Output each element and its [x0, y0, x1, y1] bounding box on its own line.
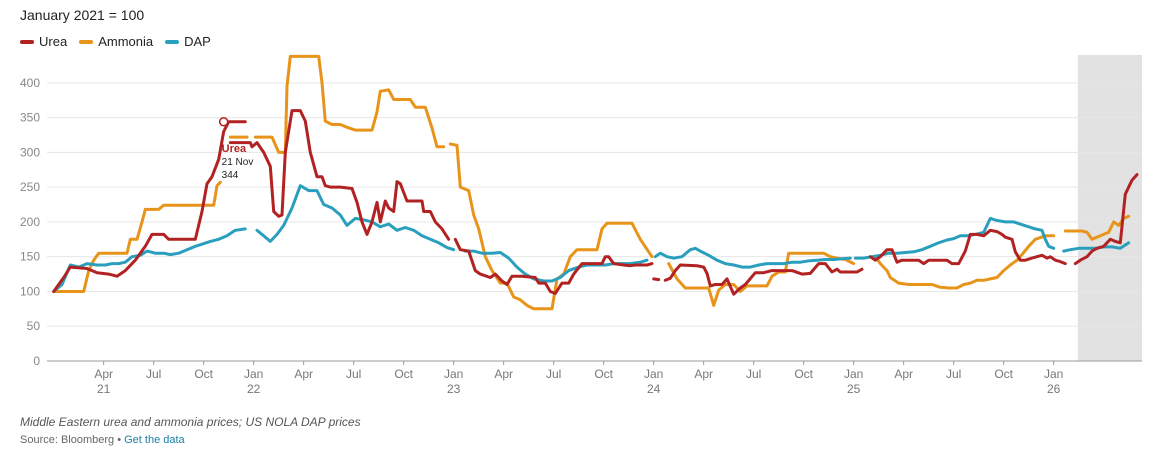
series-line-urea	[868, 228, 1067, 266]
x-tick-year-label: 26	[1047, 382, 1061, 396]
shaded-region-group	[1077, 55, 1142, 361]
x-tick-label: Apr	[294, 367, 313, 381]
annotation-series-name: Urea	[222, 143, 247, 155]
x-tick-year-label: 25	[847, 382, 861, 396]
series-line-dap	[255, 184, 456, 252]
y-tick-label: 50	[27, 319, 41, 333]
series-line-urea	[855, 267, 864, 274]
x-tick-year-label: 21	[97, 382, 111, 396]
series-line-ammonia	[52, 180, 222, 293]
x-tick-label: Apr	[694, 367, 713, 381]
x-tick-label: Jul	[346, 367, 361, 381]
x-tick-label: Jul	[146, 367, 161, 381]
y-tick-label: 150	[20, 250, 40, 264]
y-tick-label: 0	[33, 354, 40, 368]
y-tick-label: 200	[20, 215, 40, 229]
series-group	[52, 54, 1139, 311]
y-tick-label: 350	[20, 111, 40, 125]
series-line-urea	[1073, 173, 1139, 266]
x-tick-label: Jul	[546, 367, 561, 381]
x-tick-label: Jan	[244, 367, 263, 381]
footer-note: Middle Eastern urea and ammonia prices; …	[20, 415, 361, 429]
x-tick-label: Oct	[394, 367, 413, 381]
x-tick-label: Apr	[94, 367, 113, 381]
annotation-date: 21 Nov	[222, 157, 254, 168]
shaded-region	[1077, 55, 1142, 361]
series-line-urea	[663, 262, 857, 296]
x-tick-label: Jan	[444, 367, 463, 381]
x-tick-label: Jan	[844, 367, 863, 381]
legend-label-dap: DAP	[184, 34, 211, 49]
series-line-urea	[652, 277, 661, 282]
annotation-value: 344	[222, 170, 239, 181]
x-tick-label: Apr	[894, 367, 913, 381]
x-tick-label: Jan	[1044, 367, 1063, 381]
series-line-dap	[653, 246, 852, 269]
legend-swatch-ammonia	[79, 39, 94, 44]
series-line-ammonia	[873, 234, 1056, 290]
x-tick-year-label: 23	[447, 382, 461, 396]
x-tick-year-label: 22	[247, 382, 261, 396]
series-line-urea	[52, 120, 247, 293]
x-tick-label: Oct	[194, 367, 213, 381]
x-tick-label: Oct	[794, 367, 813, 381]
series-line-dap	[52, 227, 247, 293]
legend-label-ammonia: Ammonia	[98, 34, 154, 49]
x-tick-label: Oct	[594, 367, 613, 381]
x-tick-label: Apr	[494, 367, 513, 381]
y-tick-label: 100	[20, 284, 40, 298]
series-line-urea	[228, 109, 451, 241]
legend-item-ammonia: Ammonia	[79, 34, 153, 49]
get-the-data-link[interactable]: Get the data	[124, 434, 185, 446]
x-tick-label: Jul	[946, 367, 961, 381]
legend: Urea Ammonia DAP	[20, 34, 211, 49]
y-tick-label: 300	[20, 145, 40, 159]
series-line-ammonia	[253, 54, 446, 154]
series-line-ammonia	[1063, 214, 1131, 241]
series-line-urea	[453, 237, 654, 295]
series-line-ammonia	[667, 251, 856, 307]
legend-item-urea: Urea	[20, 34, 67, 49]
y-tick-label: 250	[20, 180, 40, 194]
x-tick-label: Jan	[644, 367, 663, 381]
series-line-ammonia	[448, 142, 654, 311]
legend-swatch-dap	[165, 39, 180, 44]
grid-group	[47, 82, 1142, 362]
annotation-group: Urea 21 Nov 344	[218, 117, 254, 181]
chart-subtitle: January 2021 = 100	[20, 7, 145, 23]
source-text: Source: Bloomberg •	[20, 434, 125, 446]
annotation-marker	[218, 117, 229, 127]
y-tick-label: 400	[20, 76, 40, 90]
x-tick-year-label: 24	[647, 382, 661, 396]
legend-item-dap: DAP	[165, 34, 211, 49]
legend-label-urea: Urea	[39, 34, 68, 49]
x-tick-label: Jul	[746, 367, 761, 381]
source-line: Source: Bloomberg • Get the data	[20, 434, 185, 446]
legend-swatch-urea	[20, 39, 34, 44]
x-tick-label: Oct	[994, 367, 1013, 381]
y-axis-group: 0 50 100 150 200 250 300 350 400	[20, 76, 40, 368]
